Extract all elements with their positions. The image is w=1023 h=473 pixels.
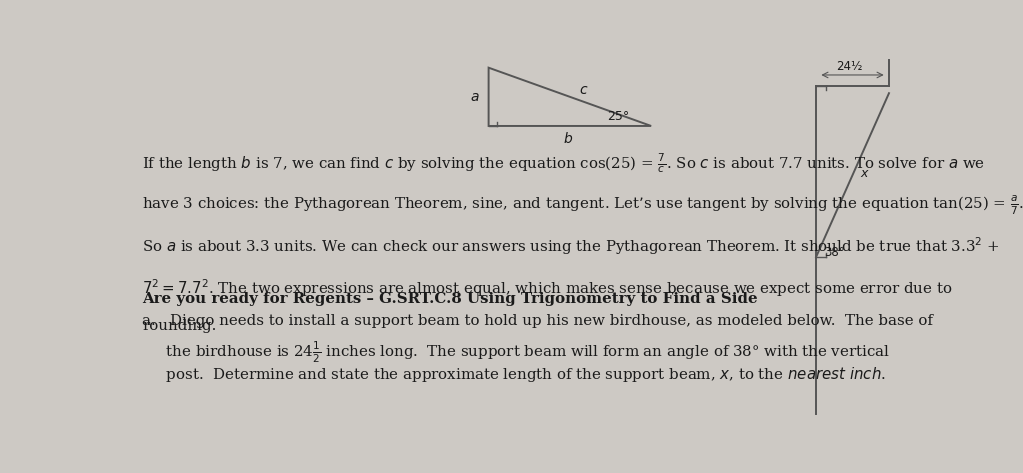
Text: $b$: $b$ bbox=[563, 131, 573, 146]
Text: 25°: 25° bbox=[607, 110, 629, 123]
Text: $c$: $c$ bbox=[579, 83, 588, 96]
Text: post.  Determine and state the approximate length of the support beam, $x$, to t: post. Determine and state the approximat… bbox=[142, 365, 886, 384]
Text: If the length $b$ is 7, we can find $c$ by solving the equation cos(25) = $\frac: If the length $b$ is 7, we can find $c$ … bbox=[142, 151, 985, 175]
Text: Are you ready for Regents – G.SRT.C.8 Using Trigonometry to Find a Side: Are you ready for Regents – G.SRT.C.8 Us… bbox=[142, 292, 758, 306]
Text: 24½: 24½ bbox=[836, 60, 862, 73]
Text: $7^2 = 7.7^2$. The two expressions are almost equal, which makes sense because w: $7^2 = 7.7^2$. The two expressions are a… bbox=[142, 277, 952, 299]
Text: the birdhouse is 24$\frac{1}{2}$ inches long.  The support beam will form an ang: the birdhouse is 24$\frac{1}{2}$ inches … bbox=[142, 339, 890, 365]
Text: So $a$ is about 3.3 units. We can check our answers using the Pythagorean Theore: So $a$ is about 3.3 units. We can check … bbox=[142, 235, 999, 257]
Text: $x$: $x$ bbox=[860, 167, 871, 180]
Text: rounding.: rounding. bbox=[142, 319, 217, 333]
Text: a.   Diego needs to install a support beam to hold up his new birdhouse, as mode: a. Diego needs to install a support beam… bbox=[142, 314, 933, 327]
Text: 38°: 38° bbox=[824, 246, 845, 259]
Text: have 3 choices: the Pythagorean Theorem, sine, and tangent. Let’s use tangent by: have 3 choices: the Pythagorean Theorem,… bbox=[142, 193, 1023, 217]
Text: $a$: $a$ bbox=[471, 90, 480, 104]
